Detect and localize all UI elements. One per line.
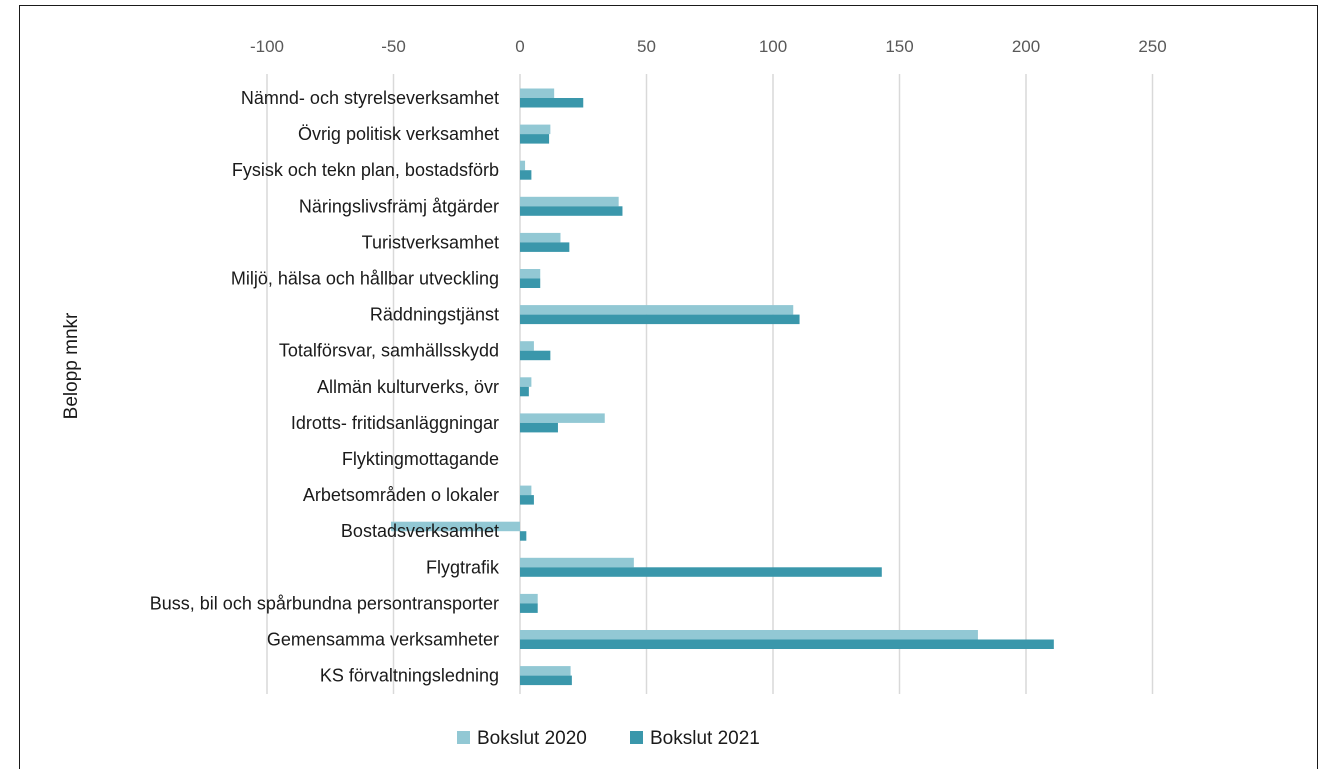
bar-series-1 bbox=[520, 557, 634, 568]
bar-series-2 bbox=[520, 206, 623, 216]
x-axis-ticks: -100 -50 0 50 100 150 200 250 bbox=[250, 37, 1167, 56]
x-tick-label: 0 bbox=[515, 37, 524, 56]
legend-label-1: Bokslut 2020 bbox=[477, 728, 587, 749]
y-axis-title: Belopp mnkr bbox=[61, 312, 82, 419]
bar-series-2 bbox=[520, 531, 527, 541]
bar-series-2 bbox=[520, 242, 570, 252]
category-label: Räddningstjänst bbox=[370, 305, 499, 325]
bar-series-1 bbox=[520, 593, 538, 604]
category-label: Flygtrafik bbox=[426, 557, 500, 577]
bar-series-2 bbox=[520, 639, 1054, 649]
bar-series-1 bbox=[520, 124, 551, 135]
bar-series-1 bbox=[520, 305, 794, 315]
bar-series-1 bbox=[520, 666, 571, 676]
category-label: Miljö, hälsa och hållbar utveckling bbox=[231, 269, 499, 289]
category-label: Fysisk och tekn plan, bostadsförb bbox=[232, 160, 499, 180]
bar-series-1 bbox=[390, 521, 520, 532]
bar-series-2 bbox=[520, 386, 529, 397]
category-label: Allmän kulturverks, övr bbox=[317, 377, 499, 397]
bar-series-1 bbox=[520, 630, 978, 640]
bar-series-1 bbox=[520, 485, 532, 496]
category-label: Totalförsvar, samhällsskydd bbox=[279, 341, 499, 361]
bar-series-2 bbox=[520, 603, 538, 613]
category-label: Övrig politisk verksamhet bbox=[298, 124, 499, 144]
legend: Bokslut 2020 Bokslut 2021 bbox=[457, 728, 760, 749]
category-label: Bostadsverksamhet bbox=[341, 521, 499, 541]
category-label: Turistverksamhet bbox=[362, 232, 499, 252]
category-label: Gemensamma verksamheter bbox=[267, 630, 499, 650]
bar-series-2 bbox=[520, 495, 534, 505]
bar-series-2 bbox=[520, 350, 551, 361]
x-tick-label: 50 bbox=[637, 37, 656, 56]
x-tick-label: 250 bbox=[1138, 37, 1166, 56]
legend-label-2: Bokslut 2021 bbox=[650, 728, 760, 749]
bar-series-1 bbox=[520, 88, 555, 98]
category-labels: Nämnd- och styrelseverksamhet Övrig polit… bbox=[150, 88, 500, 686]
bar-series-2 bbox=[520, 278, 541, 288]
bar-series-1 bbox=[520, 232, 561, 243]
bar-series-2 bbox=[520, 314, 800, 325]
bar-series-1 bbox=[520, 269, 541, 279]
bar-series-2 bbox=[520, 422, 558, 433]
bar-series-1 bbox=[520, 377, 532, 387]
category-label: Flyktingmottagande bbox=[342, 449, 499, 469]
category-label: Buss, bil och spårbundna persontransport… bbox=[150, 593, 499, 613]
chart-frame: -100 -50 0 50 100 150 200 250 Nämnd- och styrel… bbox=[19, 5, 1318, 769]
bars bbox=[390, 88, 1054, 686]
category-label: Idrotts- fritidsanläggningar bbox=[291, 413, 499, 433]
category-label: Nämnd- och styrelseverksamhet bbox=[241, 88, 499, 108]
legend-swatch-2 bbox=[630, 731, 643, 744]
x-tick-label: 100 bbox=[759, 37, 787, 56]
bar-series-2 bbox=[520, 675, 572, 686]
bar-series-1 bbox=[520, 341, 534, 351]
bar-series-2 bbox=[520, 170, 532, 180]
bar-series-2 bbox=[520, 98, 584, 108]
bar-series-2 bbox=[520, 134, 550, 144]
x-tick-label: 200 bbox=[1012, 37, 1040, 56]
x-tick-label: 150 bbox=[885, 37, 913, 56]
bar-series-1 bbox=[520, 413, 605, 423]
legend-swatch-1 bbox=[457, 731, 470, 744]
x-tick-label: -100 bbox=[250, 37, 284, 56]
bar-series-1 bbox=[520, 196, 619, 207]
bar-chart: -100 -50 0 50 100 150 200 250 Nämnd- och styrel… bbox=[61, 37, 1167, 749]
bar-series-1 bbox=[520, 160, 526, 171]
bar-series-2 bbox=[520, 567, 882, 577]
category-label: KS förvaltningsledning bbox=[320, 666, 499, 686]
x-tick-label: -50 bbox=[381, 37, 406, 56]
category-label: Näringslivsfrämj åtgärder bbox=[299, 196, 499, 216]
category-label: Arbetsområden o lokaler bbox=[303, 485, 499, 505]
